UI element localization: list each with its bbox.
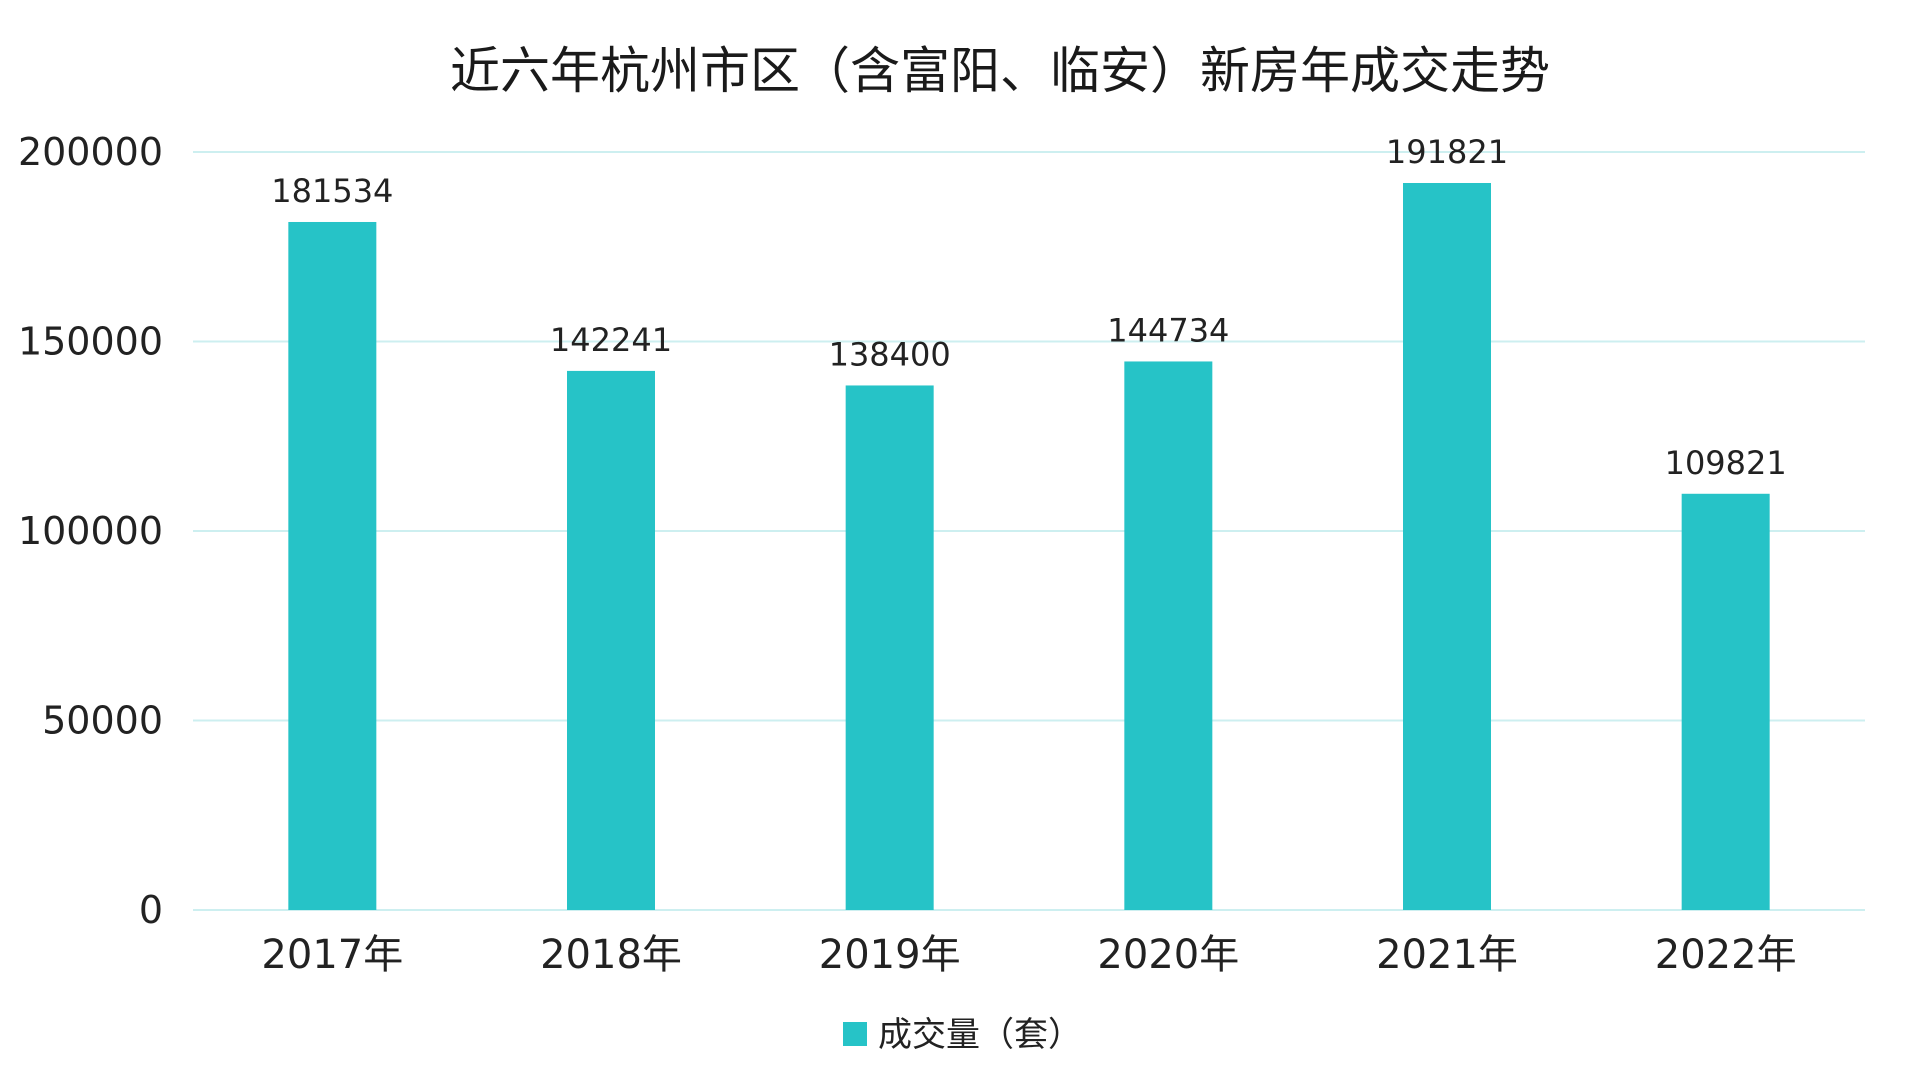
x-axis-tick-labels: 2017年 2018年 2019年 2020年 2021年 2022年 [261, 932, 1796, 978]
x-tick-label: 2021年 [1376, 932, 1518, 978]
bar [1403, 182, 1491, 910]
data-label: 109821 [1665, 444, 1787, 482]
y-tick-label: 200000 [18, 130, 163, 174]
x-tick-label: 2022年 [1655, 932, 1797, 978]
gridlines [193, 151, 1865, 911]
bar [567, 370, 655, 910]
bar [288, 221, 377, 910]
y-tick-label: 0 [139, 888, 163, 932]
data-label: 181534 [271, 172, 393, 210]
legend-swatch [843, 1022, 867, 1046]
y-tick-label: 50000 [42, 699, 163, 743]
x-tick-label: 2019年 [819, 932, 961, 978]
x-tick-label: 2017年 [261, 932, 403, 978]
x-tick-label: 2020年 [1097, 932, 1239, 978]
bars [288, 182, 1770, 910]
data-label: 144734 [1107, 311, 1229, 349]
x-tick-label: 2018年 [540, 932, 682, 978]
data-label: 191821 [1386, 133, 1508, 171]
bar [845, 385, 934, 910]
data-label: 138400 [829, 335, 951, 373]
data-labels: 181534 142241 138400 144734 191821 109821 [271, 133, 1786, 482]
data-label: 142241 [550, 321, 672, 359]
y-tick-label: 100000 [18, 509, 163, 553]
legend-label: 成交量（套） [878, 1015, 1082, 1055]
y-tick-label: 150000 [18, 320, 163, 364]
legend: 成交量（套） [843, 1015, 1082, 1055]
y-axis-tick-labels: 0 50000 100000 150000 200000 [18, 130, 163, 932]
chart-title: 近六年杭州市区（含富阳、临安）新房年成交走势 [450, 42, 1550, 100]
bar [1124, 361, 1213, 910]
bar [1681, 493, 1770, 910]
